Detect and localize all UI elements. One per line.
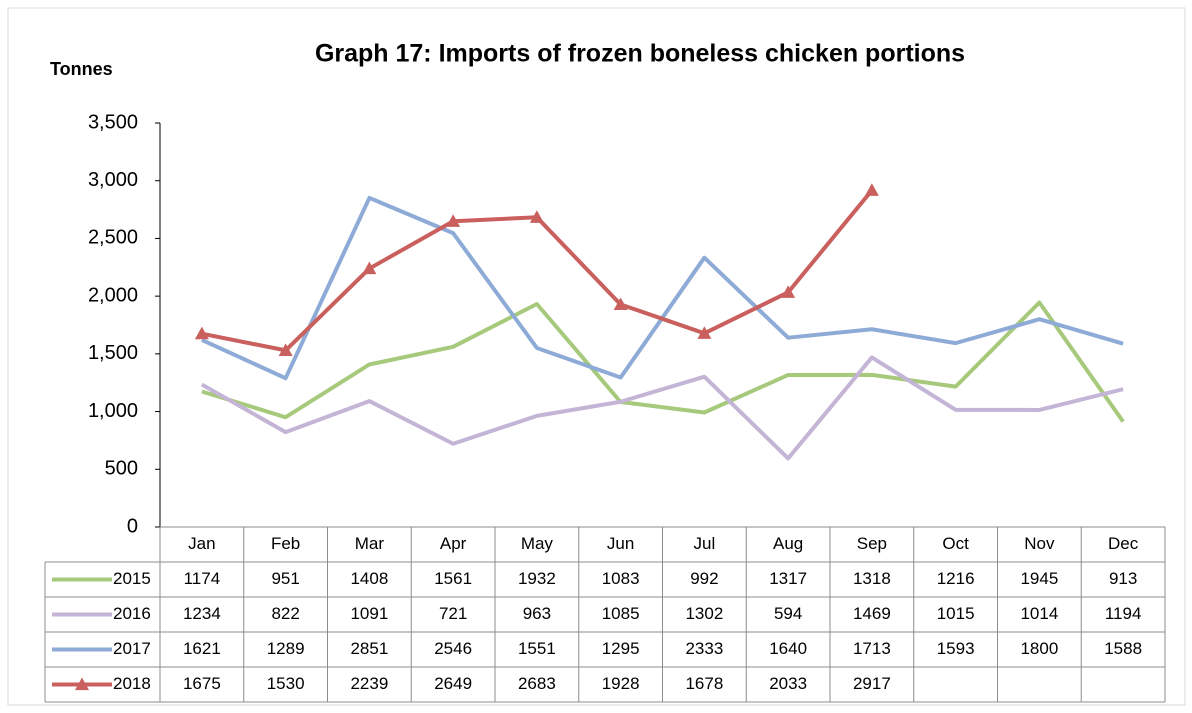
table-cell: 822	[271, 604, 299, 623]
x-tick-label: Nov	[1024, 534, 1055, 553]
legend-label: 2017	[113, 639, 151, 658]
y-tick-label: 3,000	[88, 169, 138, 191]
table-cell: 1561	[434, 569, 472, 588]
x-tick-label: Apr	[440, 534, 467, 553]
marker	[278, 343, 293, 356]
marker	[194, 326, 209, 340]
table-cell: 951	[271, 569, 299, 588]
marker	[864, 183, 879, 196]
table-cell: 2033	[769, 674, 807, 693]
table-cell: 1091	[350, 604, 388, 623]
table-cell: 1945	[1020, 569, 1058, 588]
table-cell: 1588	[1104, 639, 1142, 658]
table-cell: 1621	[183, 639, 221, 658]
x-tick-label: Aug	[773, 534, 803, 553]
table-cell: 1194	[1105, 604, 1142, 623]
x-tick-label: Oct	[942, 534, 969, 553]
series-line	[201, 300, 1125, 423]
y-axis-label: Tonnes	[50, 59, 113, 79]
y-tick-label: 500	[105, 458, 138, 480]
table-cell: 594	[774, 604, 802, 623]
y-tick-label: 1,500	[88, 342, 138, 364]
table-cell: 1174	[184, 569, 221, 588]
series-line	[200, 355, 1124, 461]
x-tick-label: Jul	[694, 534, 716, 553]
table-cell: 1295	[602, 639, 640, 658]
table-cell: 2649	[434, 674, 472, 693]
marker	[529, 210, 544, 223]
table-cell: 963	[523, 604, 551, 623]
x-tick-label: Jan	[188, 534, 215, 553]
table-cell: 1408	[350, 569, 388, 588]
table-cell: 913	[1109, 569, 1137, 588]
y-tick-label: 2,000	[88, 284, 138, 306]
marker	[446, 214, 461, 227]
table-cell: 1014	[1020, 604, 1058, 623]
table-cell: 2683	[518, 674, 556, 693]
y-tick-label: 3,500	[88, 111, 138, 133]
table-cell: 1678	[685, 674, 723, 693]
table-cell: 1317	[769, 569, 807, 588]
table-cell: 1318	[853, 569, 891, 588]
table-cell: 2239	[350, 674, 388, 693]
legend-label: 2015	[113, 569, 151, 588]
table-cell: 1469	[853, 604, 891, 623]
table-cell: 1234	[183, 604, 221, 623]
table-cell: 1289	[267, 639, 305, 658]
table-cell: 1216	[937, 569, 975, 588]
table-cell: 1530	[267, 674, 305, 693]
x-tick-label: Sep	[857, 534, 887, 553]
table-cell: 721	[439, 604, 467, 623]
table-cell: 1932	[518, 569, 556, 588]
table-cell: 1593	[937, 639, 975, 658]
y-tick-label: 2,500	[88, 227, 138, 249]
marker	[613, 297, 628, 311]
marker	[362, 261, 377, 275]
table-cell: 1928	[602, 674, 640, 693]
legend-label: 2016	[113, 604, 151, 623]
x-tick-label: Mar	[355, 534, 385, 553]
table-cell: 1302	[685, 604, 723, 623]
table-cell: 1640	[769, 639, 807, 658]
table-cell: 1085	[602, 604, 640, 623]
table-cell: 1551	[518, 639, 556, 658]
table-cell: 1713	[853, 639, 891, 658]
table-cell: 2546	[434, 639, 472, 658]
legend-label: 2018	[113, 674, 151, 693]
table-cell: 2333	[685, 639, 723, 658]
legend-marker	[75, 677, 89, 691]
table-cell: 2851	[350, 639, 388, 658]
x-tick-label: Jun	[607, 534, 634, 553]
table-cell: 1800	[1020, 639, 1058, 658]
marker	[781, 285, 796, 298]
x-tick-label: Dec	[1108, 534, 1139, 553]
table-cell: 1083	[602, 569, 640, 588]
y-tick-label: 0	[127, 515, 138, 537]
table-cell: 1675	[183, 674, 221, 693]
x-tick-label: May	[521, 534, 554, 553]
marker	[697, 326, 712, 339]
table-cell: 1015	[937, 604, 975, 623]
table-cell: 992	[690, 569, 718, 588]
table-cell: 2917	[853, 674, 891, 693]
chart-title: Graph 17: Imports of frozen boneless chi…	[315, 40, 965, 68]
x-tick-label: Feb	[271, 534, 300, 553]
chart-border	[7, 7, 1186, 706]
y-tick-label: 1,000	[88, 400, 138, 422]
